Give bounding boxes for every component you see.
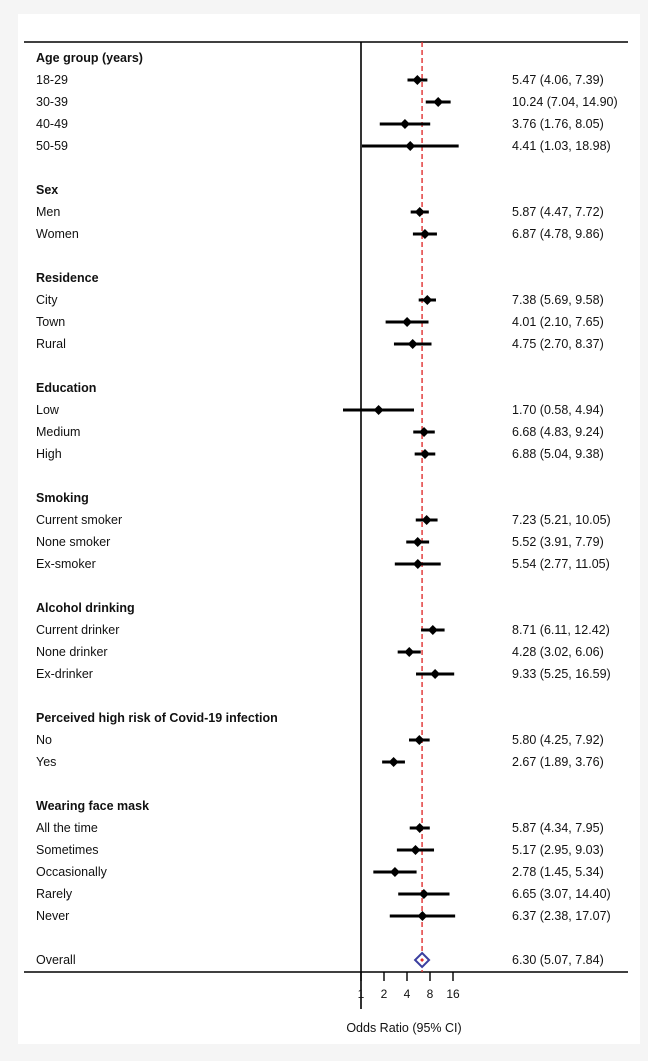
point-estimate-marker bbox=[407, 339, 418, 349]
row-label: Ex-drinker bbox=[36, 667, 93, 681]
point-estimate-marker bbox=[419, 427, 430, 437]
or-ci-text: 1.70 (0.58, 4.94) bbox=[512, 403, 604, 417]
or-ci-text: 7.23 (5.21, 10.05) bbox=[512, 513, 611, 527]
row-label: Current smoker bbox=[36, 513, 122, 527]
or-ci-text: 4.75 (2.70, 8.37) bbox=[512, 337, 604, 351]
point-estimate-marker bbox=[405, 141, 416, 151]
x-axis-label: Odds Ratio (95% CI) bbox=[346, 1021, 461, 1035]
or-ci-text: 5.47 (4.06, 7.39) bbox=[512, 73, 604, 87]
row-label: Men bbox=[36, 205, 60, 219]
point-estimate-marker bbox=[402, 317, 413, 327]
or-ci-text: 4.28 (3.02, 6.06) bbox=[512, 645, 604, 659]
point-estimate-marker bbox=[421, 515, 432, 525]
point-estimate-marker bbox=[404, 647, 415, 657]
row-label: Medium bbox=[36, 425, 80, 439]
or-ci-text: 5.87 (4.47, 7.72) bbox=[512, 205, 604, 219]
x-tick-label: 4 bbox=[404, 987, 411, 1001]
row-label: Rarely bbox=[36, 887, 73, 901]
or-ci-text: 6.68 (4.83, 9.24) bbox=[512, 425, 604, 439]
point-estimate-marker bbox=[412, 75, 423, 85]
row-label: Occasionally bbox=[36, 865, 108, 879]
x-tick-label: 16 bbox=[446, 987, 460, 1001]
row-label: Current drinker bbox=[36, 623, 119, 637]
row-label: City bbox=[36, 293, 58, 307]
or-ci-text: 4.41 (1.03, 18.98) bbox=[512, 139, 611, 153]
point-estimate-marker bbox=[414, 735, 425, 745]
row-label: Ex-smoker bbox=[36, 557, 96, 571]
or-ci-text: 5.17 (2.95, 9.03) bbox=[512, 843, 604, 857]
overall-diamond-center bbox=[420, 958, 425, 962]
point-estimate-marker bbox=[419, 229, 430, 239]
x-tick-label: 2 bbox=[381, 987, 388, 1001]
group-heading: Age group (years) bbox=[36, 51, 143, 65]
group-heading: Alcohol drinking bbox=[36, 601, 135, 615]
row-label: None drinker bbox=[36, 645, 108, 659]
group-heading: Residence bbox=[36, 271, 99, 285]
row-label: No bbox=[36, 733, 52, 747]
row-label: Low bbox=[36, 403, 60, 417]
or-ci-text: 10.24 (7.04, 14.90) bbox=[512, 95, 618, 109]
or-ci-text: 4.01 (2.10, 7.65) bbox=[512, 315, 604, 329]
group-heading: Education bbox=[36, 381, 96, 395]
point-estimate-marker bbox=[414, 207, 425, 217]
or-ci-text: 6.88 (5.04, 9.38) bbox=[512, 447, 604, 461]
point-estimate-marker bbox=[418, 889, 429, 899]
point-estimate-marker bbox=[412, 537, 423, 547]
forest-plot: Age group (years) 18-29 5.47 (4.06, 7.39) 3… bbox=[24, 41, 628, 1035]
point-estimate-marker bbox=[422, 295, 433, 305]
point-estimate-marker bbox=[427, 625, 438, 635]
row-label: All the time bbox=[36, 821, 98, 835]
or-ci-text: 2.67 (1.89, 3.76) bbox=[512, 755, 604, 769]
point-estimate-marker bbox=[410, 845, 421, 855]
point-estimate-marker bbox=[412, 559, 423, 569]
group-heading: Perceived high risk of Covid-19 infectio… bbox=[36, 711, 278, 725]
overall-label: Overall bbox=[36, 953, 76, 967]
or-ci-text: 5.54 (2.77, 11.05) bbox=[512, 557, 610, 571]
x-tick-label: 8 bbox=[427, 987, 434, 1001]
row-label: Women bbox=[36, 227, 79, 241]
or-ci-text: 5.87 (4.34, 7.95) bbox=[512, 821, 604, 835]
or-ci-text: 9.33 (5.25, 16.59) bbox=[512, 667, 611, 681]
group-heading: Smoking bbox=[36, 491, 89, 505]
group-heading: Sex bbox=[36, 183, 58, 197]
or-ci-text: 5.52 (3.91, 7.79) bbox=[512, 535, 604, 549]
row-label: High bbox=[36, 447, 62, 461]
or-ci-text: 3.76 (1.76, 8.05) bbox=[512, 117, 604, 131]
x-tick-label: 1 bbox=[358, 987, 365, 1001]
or-ci-text: 6.37 (2.38, 17.07) bbox=[512, 909, 611, 923]
or-ci-text: 8.71 (6.11, 12.42) bbox=[512, 623, 610, 637]
row-label: Yes bbox=[36, 755, 56, 769]
point-estimate-marker bbox=[417, 911, 428, 921]
point-estimate-marker bbox=[388, 757, 399, 767]
or-ci-text: 6.65 (3.07, 14.40) bbox=[512, 887, 611, 901]
or-ci-text: 6.87 (4.78, 9.86) bbox=[512, 227, 604, 241]
row-label: 40-49 bbox=[36, 117, 68, 131]
point-estimate-marker bbox=[419, 449, 430, 459]
point-estimate-marker bbox=[433, 97, 444, 107]
point-estimate-marker bbox=[389, 867, 400, 877]
point-estimate-marker bbox=[373, 405, 384, 415]
point-estimate-marker bbox=[399, 119, 410, 129]
or-ci-text: 2.78 (1.45, 5.34) bbox=[512, 865, 604, 879]
row-label: 50-59 bbox=[36, 139, 68, 153]
or-ci-text: 5.80 (4.25, 7.92) bbox=[512, 733, 604, 747]
forest-plot-panel: Age group (years) 18-29 5.47 (4.06, 7.39) 3… bbox=[18, 14, 640, 1044]
group-heading: Wearing face mask bbox=[36, 799, 149, 813]
row-label: 30-39 bbox=[36, 95, 68, 109]
row-label: Sometimes bbox=[36, 843, 99, 857]
or-ci-text: 7.38 (5.69, 9.58) bbox=[512, 293, 604, 307]
row-label: 18-29 bbox=[36, 73, 68, 87]
row-label: Never bbox=[36, 909, 69, 923]
row-label: Town bbox=[36, 315, 65, 329]
row-label: Rural bbox=[36, 337, 66, 351]
point-estimate-marker bbox=[430, 669, 441, 679]
overall-or-ci-text: 6.30 (5.07, 7.84) bbox=[512, 953, 604, 967]
point-estimate-marker bbox=[414, 823, 425, 833]
row-label: None smoker bbox=[36, 535, 110, 549]
